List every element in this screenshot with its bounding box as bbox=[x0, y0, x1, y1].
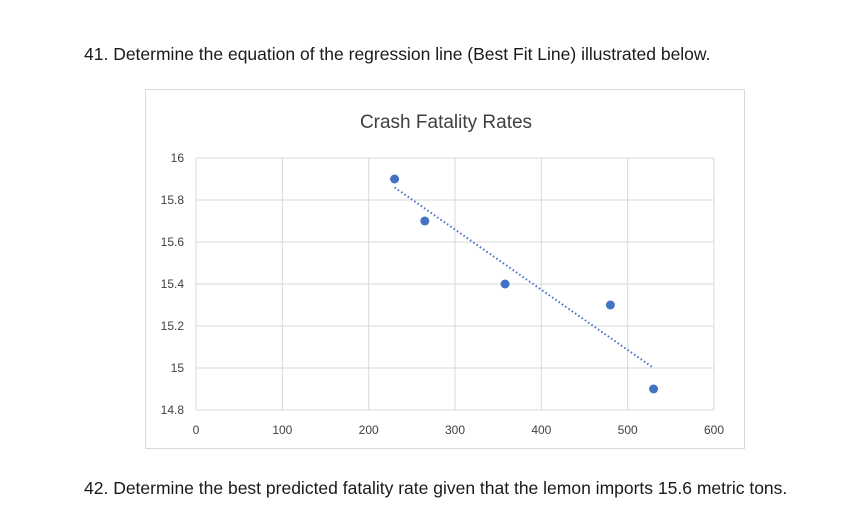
y-tick-label: 16 bbox=[171, 151, 185, 165]
data-point bbox=[420, 216, 430, 226]
x-tick-label: 0 bbox=[193, 423, 200, 437]
x-tick-label: 400 bbox=[531, 423, 551, 437]
trendline-group bbox=[393, 186, 655, 369]
y-tick-labels: 16 15.8 15.6 15.4 15.2 15 14.8 bbox=[161, 151, 185, 417]
chart-svg: Crash Fatality Rates 1615.815.615.415.21… bbox=[161, 112, 725, 437]
y-tick-label: 15.8 bbox=[161, 193, 185, 207]
x-tick-label: 300 bbox=[445, 423, 465, 437]
data-point bbox=[605, 300, 615, 310]
question-41: 41. Determine the equation of the regres… bbox=[84, 44, 711, 64]
x-tick-label: 600 bbox=[704, 423, 724, 437]
y-tick-label: 15.4 bbox=[161, 277, 185, 291]
gridlines bbox=[195, 157, 715, 411]
y-tick-label: 15 bbox=[171, 361, 185, 375]
x-tick-label: 100 bbox=[272, 423, 292, 437]
question-42: 42. Determine the best predicted fatalit… bbox=[84, 478, 788, 498]
x-tick-label: 500 bbox=[618, 423, 638, 437]
chart-title: Crash Fatality Rates bbox=[360, 112, 532, 133]
x-tick-label: 200 bbox=[359, 423, 379, 437]
data-points bbox=[390, 174, 659, 394]
x-tick-labels: 0 100 200 300 400 500 600 bbox=[193, 423, 725, 437]
y-tick-label: 14.8 bbox=[161, 403, 185, 417]
data-point bbox=[649, 384, 659, 394]
data-point bbox=[500, 279, 510, 289]
y-tick-label: 15.6 bbox=[161, 235, 185, 249]
scatter-chart: Crash Fatality Rates 16 15.8 15.6 15.4 15.2 1… bbox=[145, 89, 745, 449]
y-tick-label: 15.2 bbox=[161, 319, 185, 333]
trendline bbox=[393, 186, 655, 369]
data-point bbox=[390, 174, 400, 184]
